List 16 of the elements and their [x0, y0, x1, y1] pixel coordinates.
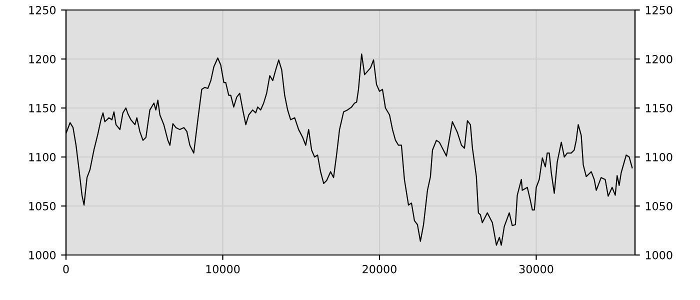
- y-tick-label: 1000: [29, 250, 56, 260]
- y2-tick-label: 1250: [646, 6, 672, 14]
- x-tick-label: 20000: [362, 264, 396, 274]
- y-tick-label: 1200: [29, 54, 56, 64]
- y-tick-label: 1050: [29, 202, 56, 210]
- y-tick-label: 1250: [29, 6, 56, 14]
- y2-tick-label: 1050: [646, 202, 672, 210]
- y2-tick-label: 1100: [646, 152, 672, 162]
- x-tick-label: 30000: [519, 264, 554, 274]
- y2-tick-label: 1000: [646, 250, 672, 260]
- y2-tick-label: 1200: [646, 54, 672, 64]
- y2-tick-label: 1150: [646, 104, 672, 112]
- y-tick-label: 1150: [29, 104, 56, 112]
- x-tick-label: 10000: [206, 264, 240, 274]
- x-tick-label: 0: [63, 264, 69, 274]
- y-tick-label: 1100: [29, 152, 56, 162]
